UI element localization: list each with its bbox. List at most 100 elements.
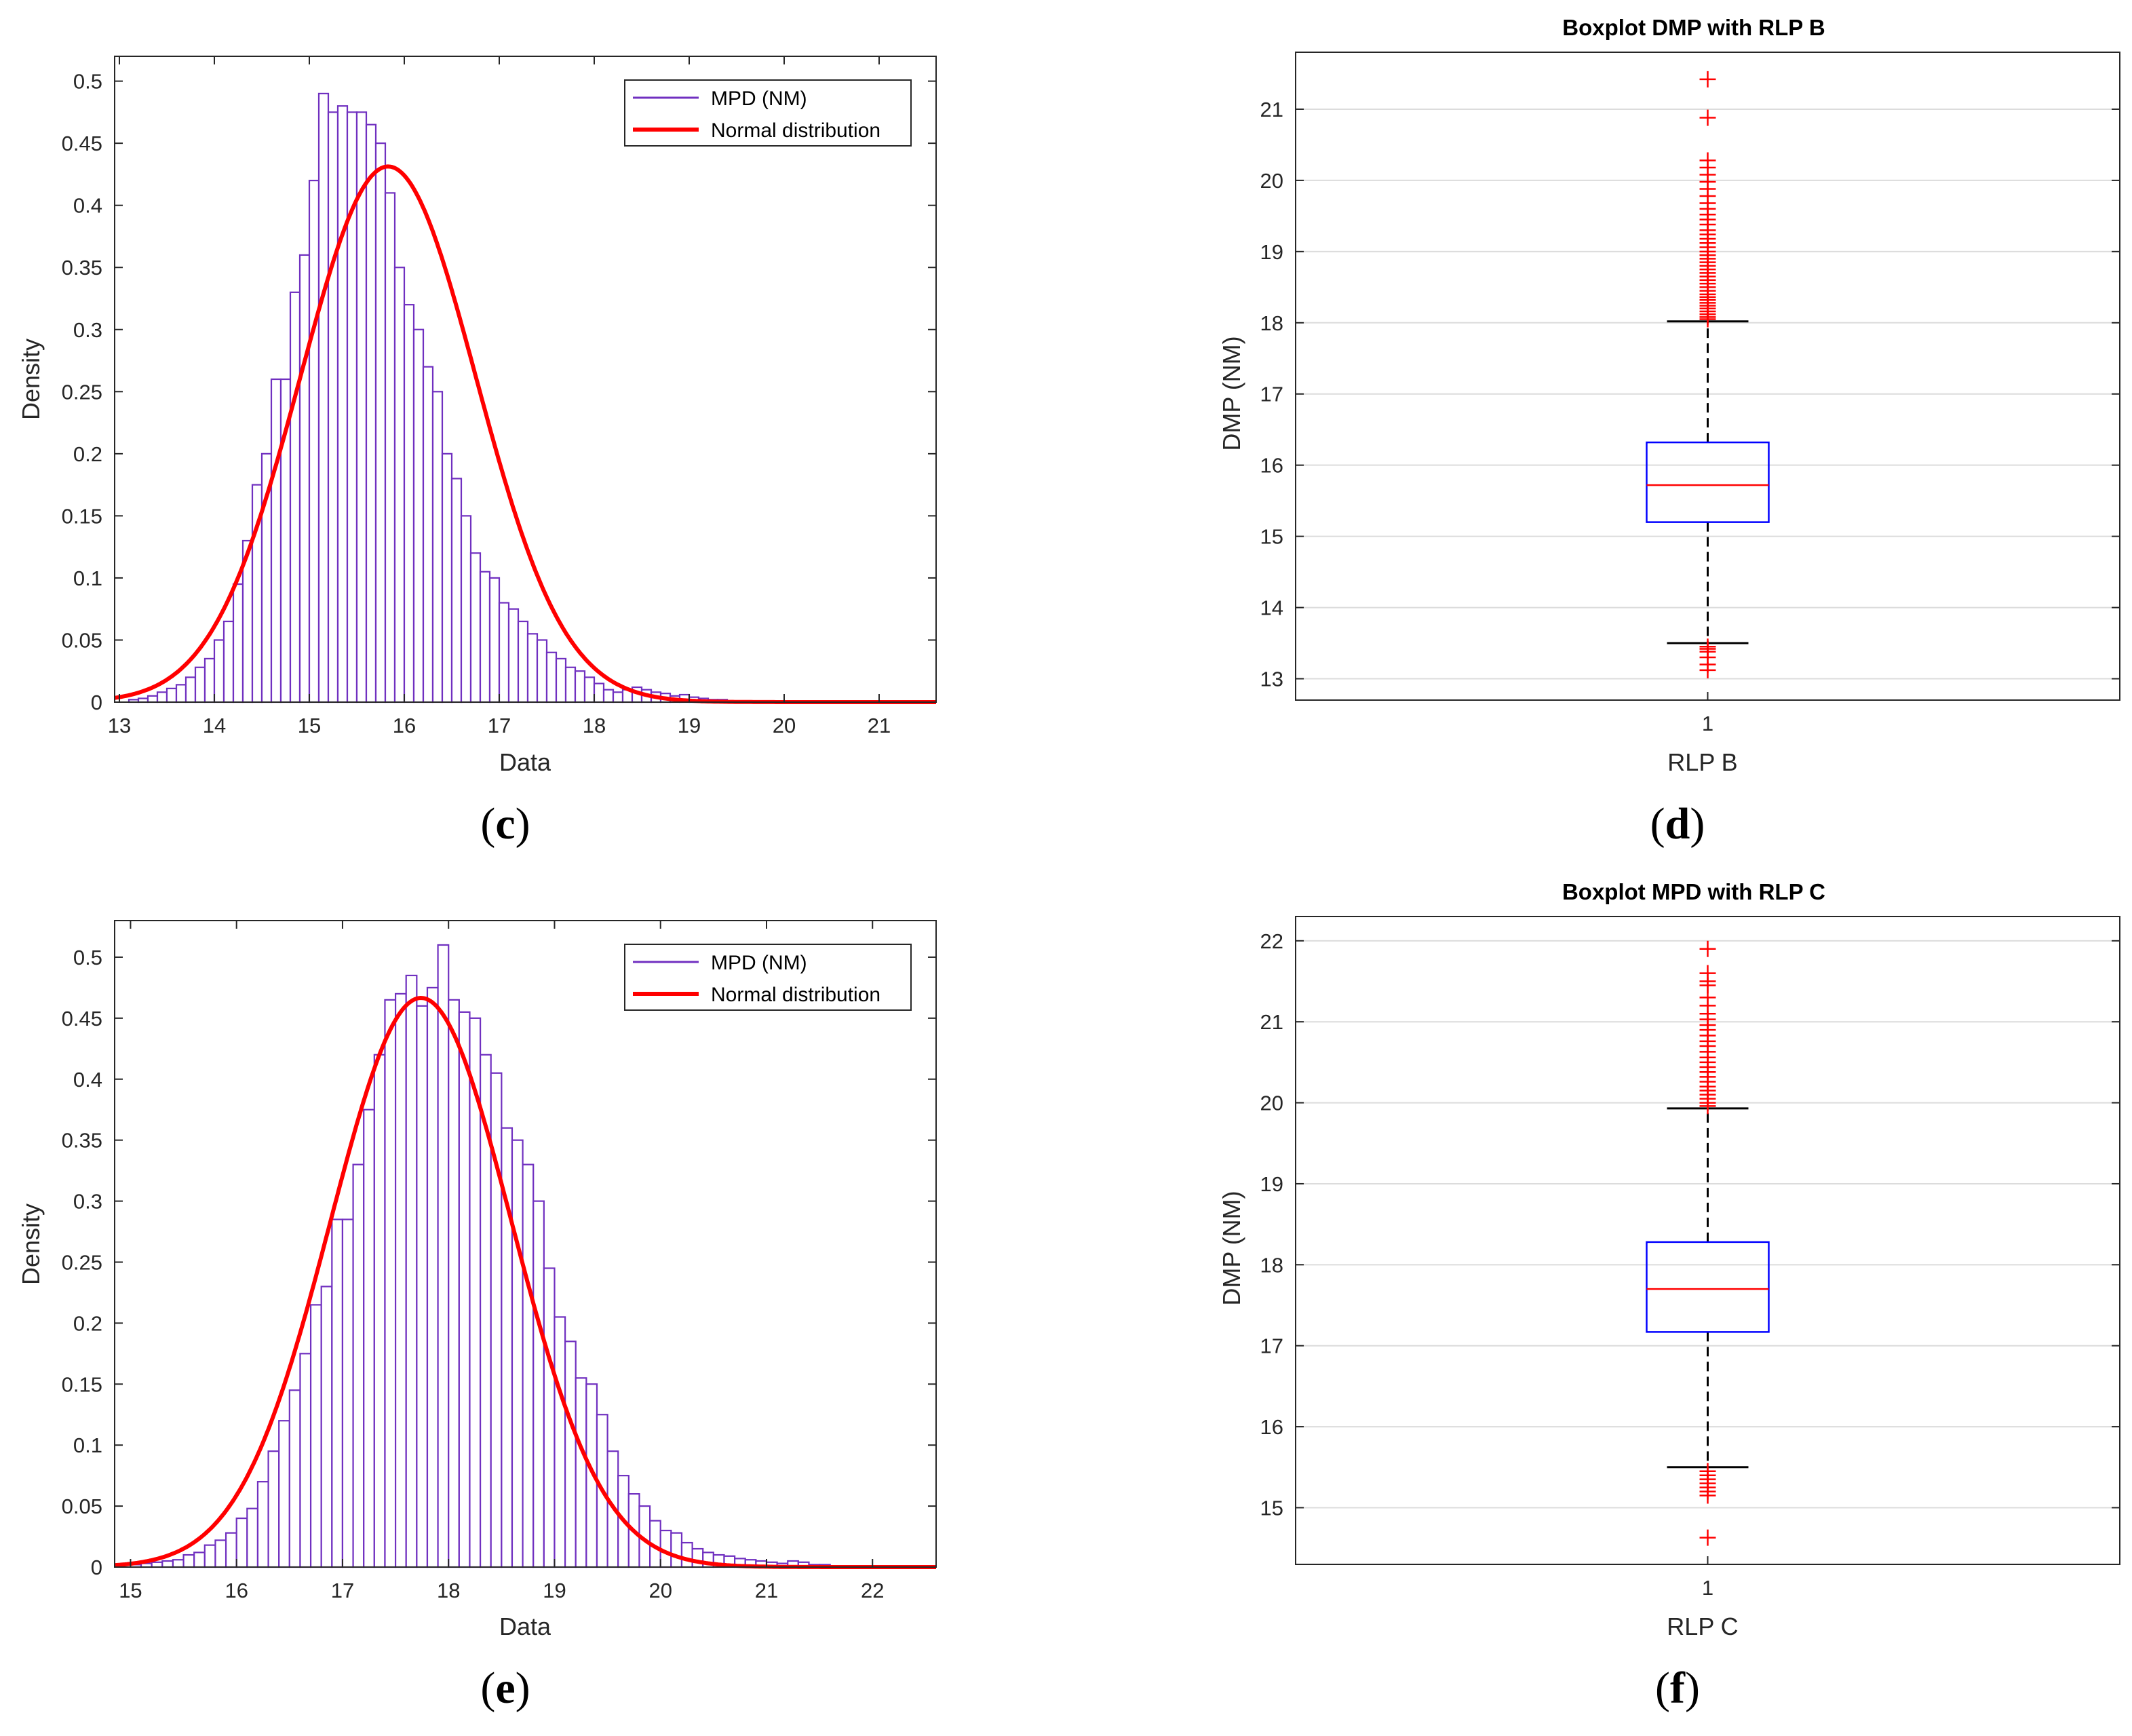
y-tick-label: 0: [91, 1556, 102, 1579]
y-tick-label: 0.25: [62, 1250, 102, 1274]
histogram-bar: [256, 1481, 269, 1568]
y-tick-label: 0.1: [73, 566, 102, 590]
histogram-bar: [517, 620, 529, 703]
chart-title: Boxplot DMP with RLP B: [1562, 15, 1825, 40]
outlier-marker: [1699, 71, 1716, 88]
y-tick-label: 0.15: [62, 1372, 102, 1396]
y-tick-label: 15: [1260, 1496, 1283, 1520]
histogram-bar: [612, 691, 624, 703]
histogram-bar: [193, 1551, 206, 1568]
y-tick-label: 16: [1260, 1415, 1283, 1439]
histogram-bar: [416, 1005, 429, 1568]
histogram-bar: [336, 105, 349, 703]
caption-c: (c): [480, 799, 530, 849]
y-tick-label: 0.25: [62, 380, 102, 404]
histogram-bar: [352, 1163, 365, 1568]
histogram-bar: [175, 684, 187, 703]
histogram-bar: [522, 1163, 535, 1568]
histogram-bar: [488, 577, 501, 703]
y-tick-label: 0.45: [62, 1007, 102, 1030]
histogram-bar: [214, 1539, 227, 1568]
histogram-bar: [341, 1218, 354, 1568]
histogram-bar: [526, 633, 539, 703]
histogram-bar: [166, 687, 178, 703]
histogram-bar: [426, 986, 439, 1568]
y-axis-label: Density: [17, 339, 45, 420]
histogram-bar: [365, 123, 377, 703]
histogram-bar: [289, 291, 301, 703]
legend-box: [624, 944, 912, 1011]
y-tick-label: 0.05: [62, 1494, 102, 1518]
histogram-bar: [327, 111, 339, 703]
histogram-bar: [554, 1316, 566, 1568]
y-tick-label: 19: [1260, 1172, 1283, 1196]
histogram-bar: [564, 666, 577, 703]
histogram-bar: [156, 691, 168, 703]
histogram-bar: [458, 1011, 471, 1568]
boxplot-panel-d: 13 14 15 16 17 18 19 20 21 1 Boxplot DMP with RLP…: [1218, 15, 2120, 776]
legend: MPD (NM) Normal distribution: [624, 79, 912, 147]
x-tick-label: 13: [108, 714, 131, 737]
histogram-bar: [532, 1200, 545, 1568]
legend-histogram-label: MPD (NM): [711, 952, 807, 974]
histogram-bar: [374, 142, 387, 703]
y-tick-label: 0.05: [62, 628, 102, 652]
histogram-bar: [536, 639, 548, 703]
y-tick-label: 20: [1260, 1092, 1283, 1115]
y-tick-label: 0.3: [73, 318, 102, 342]
histogram-bar: [543, 1267, 556, 1568]
y-tick-label: 17: [1260, 383, 1283, 406]
x-tick-label: 21: [868, 714, 891, 737]
histogram-bar: [298, 254, 311, 703]
x-axis-label: Data: [499, 1613, 551, 1640]
outlier-marker: [1699, 940, 1716, 957]
histogram-bar: [194, 666, 206, 703]
histogram-bar: [441, 452, 453, 703]
histogram-bar: [574, 670, 586, 703]
x-tick-label: 16: [393, 714, 416, 737]
caption-e: (e): [480, 1663, 530, 1713]
iqr-box: [1646, 441, 1770, 523]
x-tick-label: 18: [583, 714, 606, 737]
histogram-bar: [309, 1304, 322, 1568]
outlier-marker: [1699, 1098, 1716, 1115]
x-tick-label: 20: [648, 1579, 672, 1602]
y-axis-label: DMP (NM): [1218, 336, 1245, 450]
y-tick-label: 0.2: [73, 442, 102, 466]
histogram-bar: [172, 1559, 185, 1568]
histogram-bar: [246, 1507, 259, 1568]
y-tick-label: 0.5: [73, 946, 102, 969]
caption-d: (d): [1650, 799, 1705, 849]
y-tick-label: 0.1: [73, 1433, 102, 1457]
y-tick-label: 0.2: [73, 1311, 102, 1335]
outlier-marker: [1699, 311, 1716, 328]
histogram-bar: [431, 391, 444, 703]
histogram-bar: [213, 639, 225, 703]
histogram-bar: [203, 1544, 216, 1568]
x-axis-label: RLP B: [1667, 748, 1737, 776]
legend-normal-label: Normal distribution: [711, 119, 880, 142]
histogram-bar: [232, 583, 244, 703]
x-tick-label: 16: [225, 1579, 248, 1602]
histogram-panel-e: 15 16 17 18 19 20 21 22 0 0.05 0.1 0.15 0.2 0.25 0.3 0.…: [17, 920, 937, 1640]
x-axis-label: Data: [499, 748, 551, 776]
histogram-bar: [670, 1532, 683, 1568]
legend-histogram-label: MPD (NM): [711, 88, 807, 110]
histogram-bar: [507, 608, 520, 703]
histogram-bar: [393, 267, 406, 703]
y-tick-label: 0: [91, 691, 102, 714]
y-tick-label: 21: [1260, 1010, 1283, 1034]
histogram-bar: [373, 1054, 386, 1568]
y-tick-label: 18: [1260, 311, 1283, 335]
histogram-bar: [511, 1139, 524, 1568]
x-axis-label: RLP C: [1667, 1613, 1738, 1640]
histogram-bar: [203, 657, 216, 703]
y-tick-label: 20: [1260, 169, 1283, 193]
histogram-bar: [448, 999, 460, 1568]
histogram-bar: [151, 1561, 163, 1568]
histogram-bar: [394, 992, 407, 1568]
x-tick-label: 20: [773, 714, 796, 737]
histogram-bar: [384, 192, 396, 703]
y-tick-label: 19: [1260, 240, 1283, 264]
